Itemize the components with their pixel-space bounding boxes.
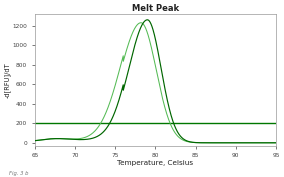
X-axis label: Temperature, Celsius: Temperature, Celsius: [117, 160, 193, 166]
Text: Fig. 3 b: Fig. 3 b: [9, 171, 28, 176]
Y-axis label: -d[RFU]/dT: -d[RFU]/dT: [4, 62, 11, 98]
Title: Melt Peak: Melt Peak: [132, 4, 179, 13]
